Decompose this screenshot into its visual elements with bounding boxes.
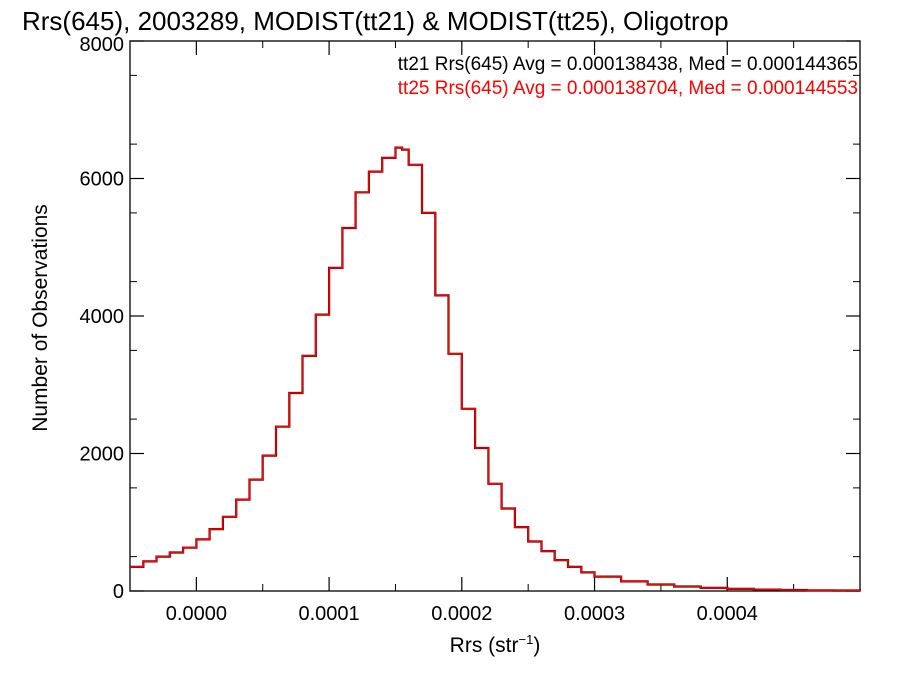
data-point <box>156 556 157 557</box>
series-tt25 <box>130 147 861 591</box>
data-point <box>515 527 516 528</box>
data-point <box>408 164 409 165</box>
data-point <box>700 588 701 589</box>
data-point <box>342 228 343 229</box>
data-point <box>435 295 436 296</box>
data-point <box>594 576 595 577</box>
x-axis-title: Rrs (str−1) <box>450 632 541 657</box>
histogram-chart: Rrs(645), 2003289, MODIST(tt21) & MODIST… <box>0 0 900 675</box>
x-tick-label: 0.0001 <box>299 603 360 625</box>
series-line-tt25 <box>130 148 860 591</box>
data-point <box>448 353 449 354</box>
data-point <box>475 448 476 449</box>
data-point <box>581 572 582 573</box>
data-point <box>143 561 144 562</box>
data-point <box>461 408 462 409</box>
data-point <box>674 586 675 587</box>
data-point <box>130 567 131 568</box>
data-point <box>395 147 396 148</box>
data-point <box>541 551 542 552</box>
data-point <box>236 499 237 500</box>
plot-frame <box>130 41 860 591</box>
y-tick-label: 4000 <box>80 306 125 328</box>
data-point <box>780 590 781 591</box>
x-tick-label: 0.0002 <box>431 603 492 625</box>
x-tick-label: 0.0000 <box>166 603 227 625</box>
data-point <box>369 171 370 172</box>
x-tick-label: 0.0003 <box>564 603 625 625</box>
data-point <box>302 355 303 356</box>
data-point <box>249 479 250 480</box>
x-axis-title-end: ) <box>533 634 540 657</box>
annotation-layer: tt21 Rrs(645) Avg = 0.000138438, Med = 0… <box>398 54 858 99</box>
data-point <box>621 581 622 582</box>
y-tick-label: 2000 <box>80 444 125 466</box>
data-point <box>833 590 834 591</box>
series-layer <box>130 147 861 591</box>
data-point <box>262 455 263 456</box>
data-point <box>488 483 489 484</box>
plot-border <box>130 41 860 591</box>
data-point <box>647 584 648 585</box>
y-axis: 0 2000 4000 6000 8000 <box>80 34 861 603</box>
data-point <box>501 508 502 509</box>
data-point <box>554 560 555 561</box>
data-point <box>315 314 316 315</box>
data-point <box>727 589 728 590</box>
data-point <box>169 552 170 553</box>
data-point <box>223 516 224 517</box>
data-point <box>422 212 423 213</box>
data-point <box>209 529 210 530</box>
data-point <box>753 589 754 590</box>
y-tick-label: 8000 <box>80 34 125 56</box>
data-point <box>807 590 808 591</box>
x-axis-title-base: Rrs (str <box>450 634 519 657</box>
annotation-tt21: tt21 Rrs(645) Avg = 0.000138438, Med = 0… <box>398 54 858 75</box>
data-point <box>329 267 330 268</box>
data-point <box>382 157 383 158</box>
data-point <box>528 541 529 542</box>
data-point <box>402 149 403 150</box>
chart-title: Rrs(645), 2003289, MODIST(tt21) & MODIST… <box>22 6 729 36</box>
series-line-tt21 <box>130 148 860 591</box>
x-axis-title-superscript: −1 <box>519 632 534 647</box>
annotation-tt25: tt25 Rrs(645) Avg = 0.000138704, Med = 0… <box>398 78 858 99</box>
data-point <box>196 539 197 540</box>
y-tick-label: 6000 <box>80 169 125 191</box>
data-point <box>860 590 861 591</box>
y-axis-title: Number of Observations <box>29 204 52 432</box>
y-tick-label: 0 <box>113 581 124 603</box>
data-point <box>355 192 356 193</box>
data-point <box>289 393 290 394</box>
data-point <box>568 567 569 568</box>
series-tt21 <box>130 147 861 591</box>
data-point <box>276 426 277 427</box>
x-tick-label: 0.0004 <box>697 603 758 625</box>
data-point <box>183 547 184 548</box>
x-axis: 0.0000 0.0001 0.0002 0.0003 0.0004 <box>166 41 794 625</box>
